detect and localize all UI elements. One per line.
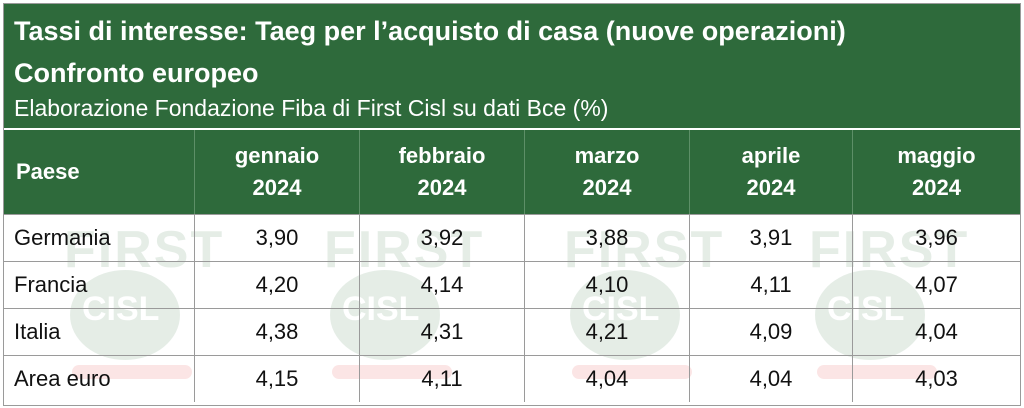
rates-table-card: Tassi di interesse: Taeg per l’acquisto … — [3, 3, 1021, 406]
table-row: Area euro 4,15 4,11 4,04 4,04 4,03 — [4, 355, 1020, 402]
table-row: Francia 4,20 4,14 4,10 4,11 4,07 — [4, 261, 1020, 308]
main-title: Tassi di interesse: Taeg per l’acquisto … — [14, 16, 846, 46]
value-cell: 3,92 — [359, 215, 524, 261]
value-cell: 4,04 — [852, 309, 1020, 355]
table-header: Paese gennaio 2024 febbraio 2024 marzo 2… — [4, 130, 1020, 214]
source-note: Elaborazione Fondazione Fiba di First Ci… — [14, 95, 609, 121]
value-cell: 4,14 — [359, 262, 524, 308]
value-cell: 3,90 — [194, 215, 359, 261]
header-month-5: maggio 2024 — [852, 130, 1020, 214]
header-month-2: febbraio 2024 — [359, 130, 524, 214]
value-cell: 3,88 — [524, 215, 689, 261]
header-month-1: gennaio 2024 — [194, 130, 359, 214]
value-cell: 4,11 — [689, 262, 852, 308]
value-cell: 4,21 — [524, 309, 689, 355]
value-cell: 4,20 — [194, 262, 359, 308]
value-cell: 4,04 — [524, 356, 689, 402]
country-cell: Area euro — [14, 366, 111, 391]
table-body: FIRST CISL FIRST CISL FIRST CISL FIRST C… — [4, 214, 1020, 405]
country-cell: Francia — [14, 272, 88, 297]
value-cell: 4,04 — [689, 356, 852, 402]
value-cell: 4,03 — [852, 356, 1020, 402]
table-row: Italia 4,38 4,31 4,21 4,09 4,04 — [4, 308, 1020, 355]
title-block: Tassi di interesse: Taeg per l’acquisto … — [4, 4, 1020, 128]
header-month-3: marzo 2024 — [524, 130, 689, 214]
country-cell: Italia — [14, 319, 61, 344]
value-cell: 4,09 — [689, 309, 852, 355]
subtitle: Confronto europeo — [14, 58, 259, 88]
value-cell: 3,91 — [689, 215, 852, 261]
country-cell: Germania — [14, 225, 111, 250]
value-cell: 4,11 — [359, 356, 524, 402]
value-cell: 4,07 — [852, 262, 1020, 308]
table-row: Germania 3,90 3,92 3,88 3,91 3,96 — [4, 214, 1020, 261]
header-country: Paese — [16, 159, 80, 184]
value-cell: 3,96 — [852, 215, 1020, 261]
value-cell: 4,15 — [194, 356, 359, 402]
header-month-4: aprile 2024 — [689, 130, 852, 214]
value-cell: 4,10 — [524, 262, 689, 308]
value-cell: 4,31 — [359, 309, 524, 355]
value-cell: 4,38 — [194, 309, 359, 355]
